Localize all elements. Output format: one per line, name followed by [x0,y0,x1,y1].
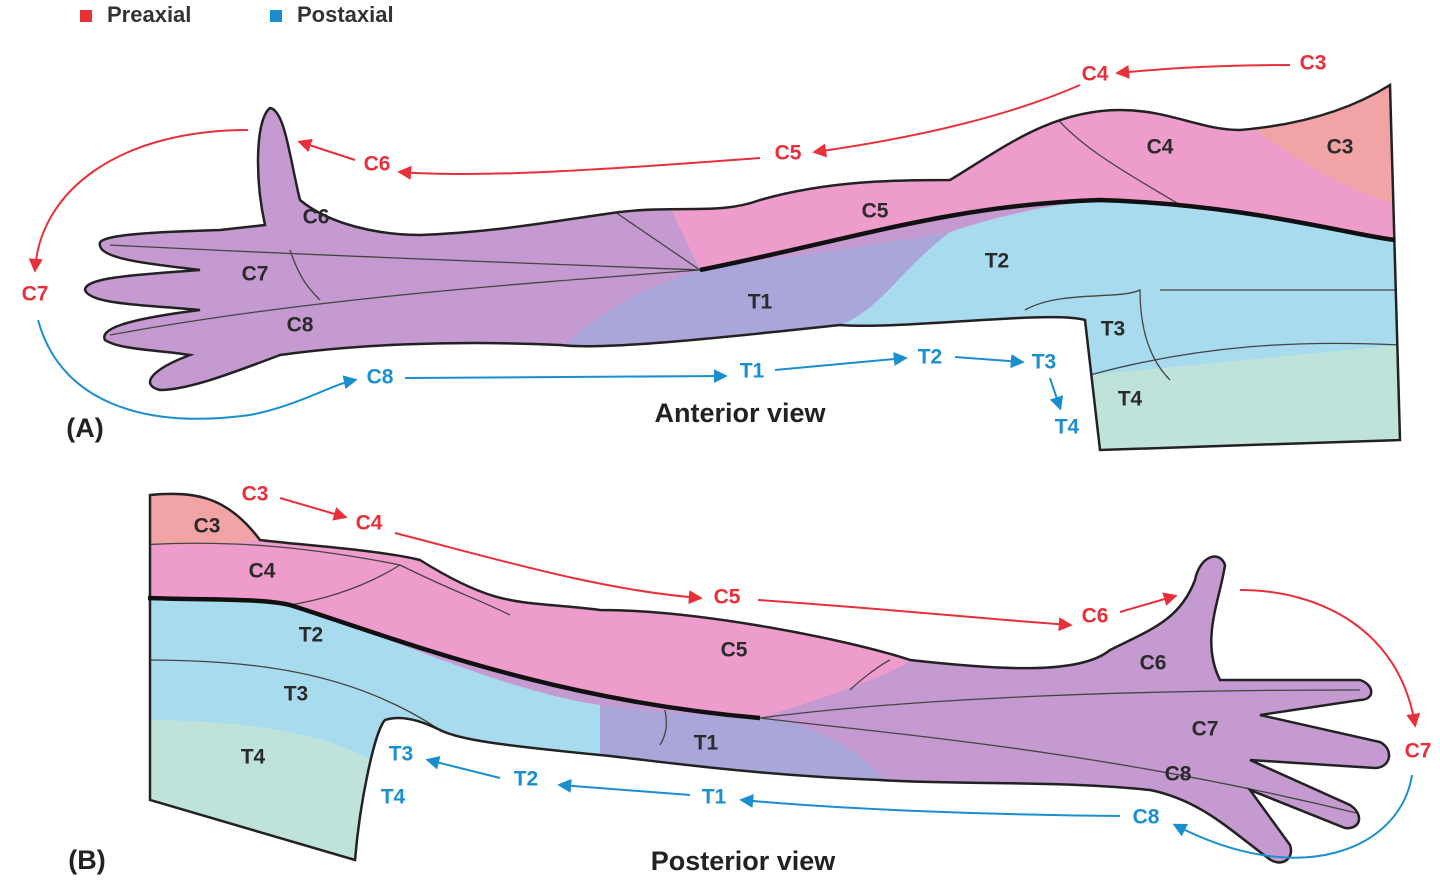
preaxial-flow-label: C4 [356,512,383,535]
dermatome-label: C6 [1140,652,1167,675]
dermatome-label: C5 [862,200,889,223]
dermatome-label: T3 [284,683,309,706]
preaxial-flow-label: C4 [1082,63,1109,86]
postaxial-flow-label: C8 [367,366,394,389]
dermatome-label: T3 [1101,318,1126,341]
dermatome-label: C7 [1192,718,1219,741]
preaxial-flow-label: C6 [364,153,391,176]
dermatome-label: C8 [287,314,314,337]
dermatome-label: T4 [241,746,266,769]
panel-label: (A) [66,413,103,443]
dermatome-label: C7 [242,263,269,286]
dermatome-label: C3 [194,515,221,538]
view-caption: Anterior view [654,398,826,428]
preaxial-flow-label: C5 [775,142,802,165]
dermatome-label: C4 [249,560,276,583]
dermatome-label: T4 [1118,388,1143,411]
legend-swatch [80,10,92,22]
preaxial-flow-label: C7 [22,283,49,306]
preaxial-flow-label: C7 [1405,740,1432,763]
preaxial-flow-label: C3 [1300,52,1327,75]
panel-labels: (B) Posterior viewC3C4C5C6C7C8T1T2T3T4C3C… [68,483,1431,877]
dermatome-label: T1 [694,732,719,755]
legend-swatch [270,10,282,22]
preaxial-flow-label: C3 [242,483,269,506]
dermatome-label: C4 [1147,136,1174,159]
preaxial-flow-label: C6 [1082,605,1109,628]
dermatome-label: T2 [299,624,324,647]
dermatome-label: C3 [1327,136,1354,159]
legend-label: Preaxial [107,2,191,27]
postaxial-flow-label: T3 [389,743,414,766]
arm-posterior [147,492,1421,864]
postaxial-flow-label: T1 [740,360,765,383]
legend-label: Postaxial [297,2,394,27]
panel-labels: (A) Anterior view C3 C4 C5 C6 C7 C8 T1 T2 T3 T4 C3 C4… [22,52,1354,444]
preaxial-flow-label: C5 [714,586,741,609]
postaxial-flow-label: T2 [514,768,539,791]
dermatome-label: T2 [985,250,1010,273]
dermatome-label: C6 [303,206,330,229]
dermatome-label: C8 [1165,763,1192,786]
panel-label: (B) [68,845,105,875]
legend: Preaxial Postaxial [80,2,394,27]
postaxial-flow-label: T4 [1055,416,1080,439]
postaxial-flow-label: T4 [381,786,406,809]
postaxial-flow-label: C8 [1133,806,1160,829]
dermatome-label: T1 [748,291,773,314]
view-caption: Posterior view [651,846,837,876]
postaxial-flow-label: T1 [702,786,727,809]
dermatome-label: C5 [721,639,748,662]
postaxial-flow-label: T3 [1032,351,1057,374]
postaxial-flow-label: T2 [918,346,943,369]
